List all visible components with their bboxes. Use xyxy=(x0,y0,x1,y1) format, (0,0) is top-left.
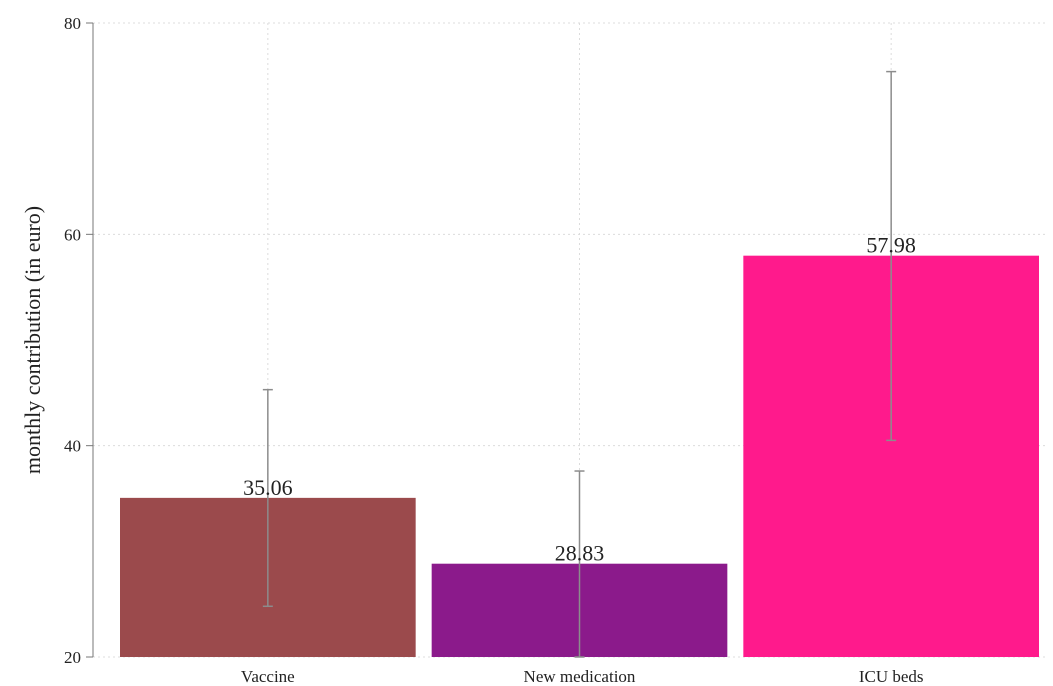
x-tick-label: ICU beds xyxy=(859,667,924,686)
value-label: 57.98 xyxy=(866,233,916,258)
value-label: 35.06 xyxy=(243,475,293,500)
y-axis: 20 40 60 80 xyxy=(64,14,94,667)
error-bars-layer xyxy=(262,70,897,658)
y-axis-title: monthly contribution (in euro) xyxy=(20,206,45,474)
y-tick-label: 20 xyxy=(64,648,81,667)
y-tick-label: 80 xyxy=(64,14,81,33)
value-label: 28.83 xyxy=(555,541,605,566)
y-tick-label: 40 xyxy=(64,437,81,456)
labels-layer: 35.06 Vaccine 28.83 New medication 57.98 ICU … xyxy=(241,233,924,686)
x-tick-label: New medication xyxy=(524,667,636,686)
y-tick-label: 60 xyxy=(64,225,81,244)
x-tick-label: Vaccine xyxy=(241,667,295,686)
